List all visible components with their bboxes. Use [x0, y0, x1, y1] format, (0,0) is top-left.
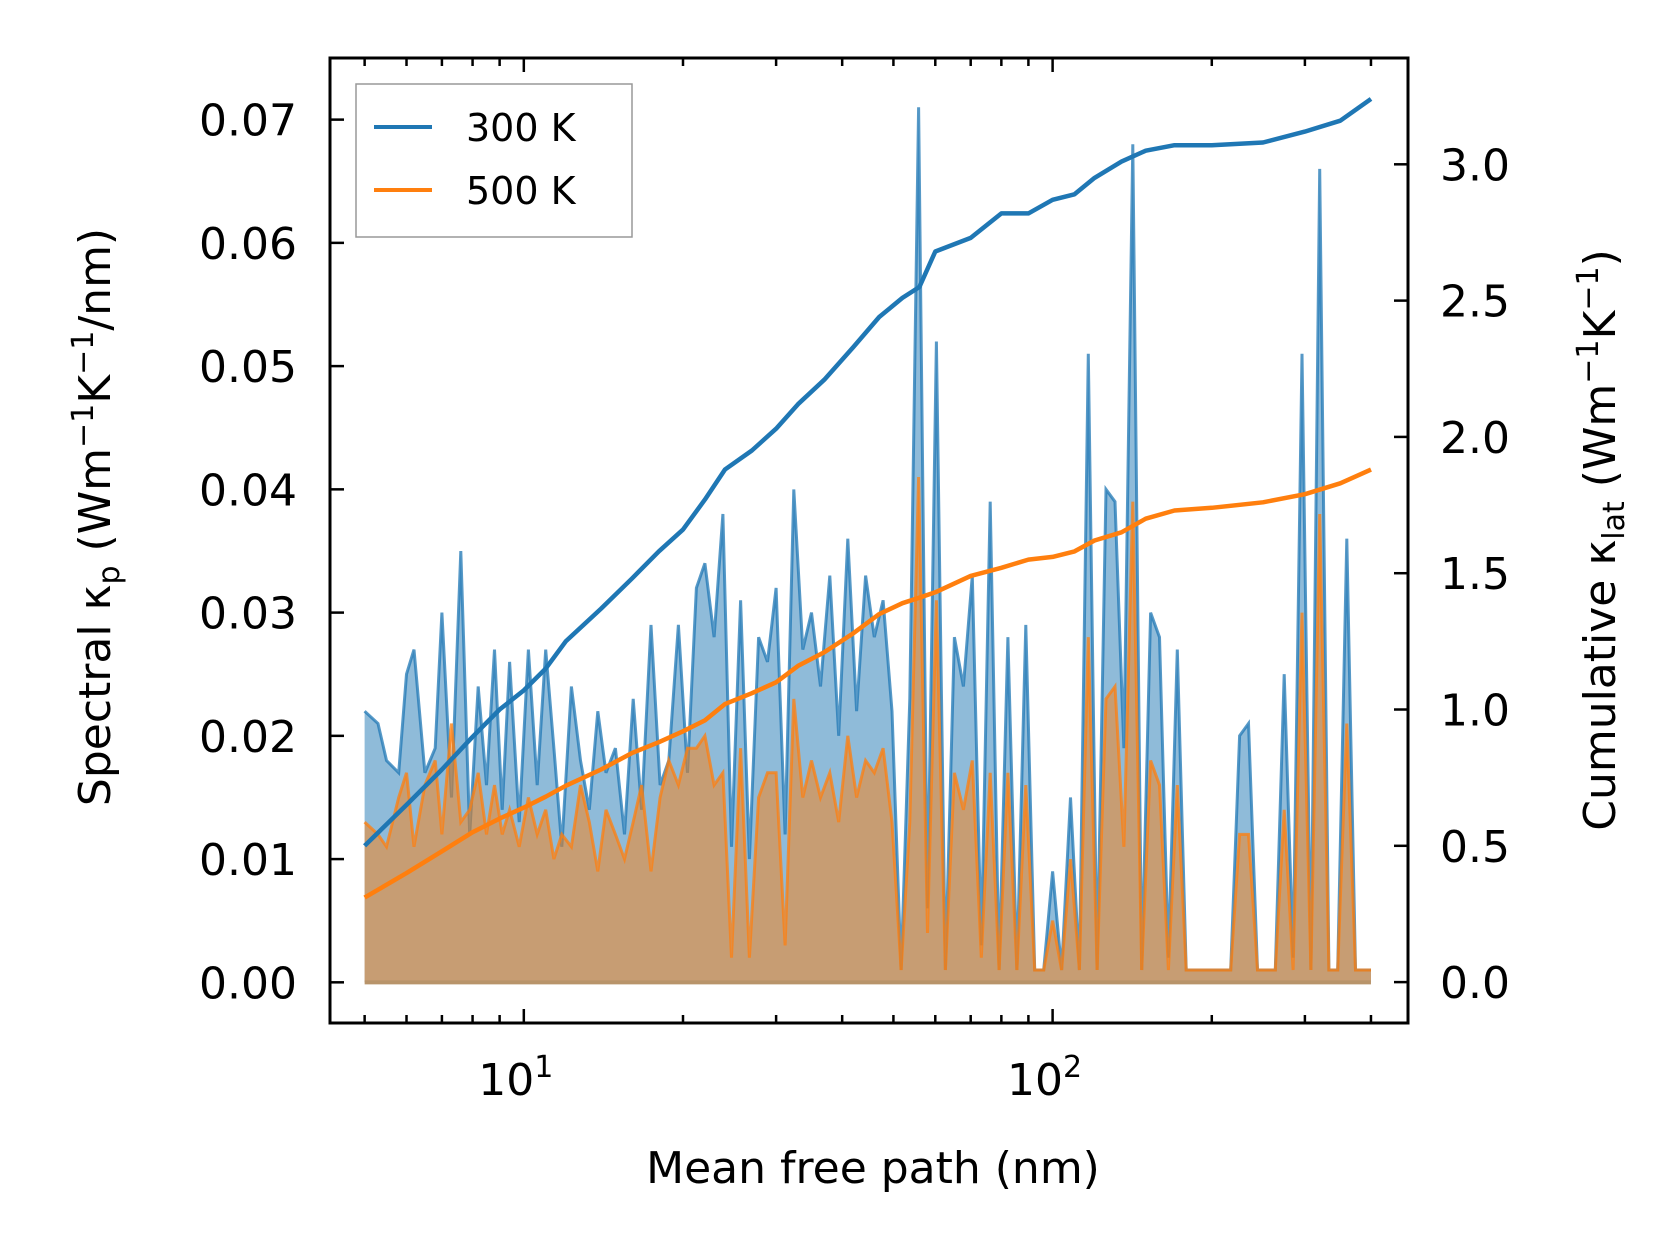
y-left-tick-label-5: 0.05	[199, 342, 297, 393]
y-left-tick-label-7: 0.07	[199, 96, 297, 147]
x-tick-label-0: 101	[478, 1050, 553, 1106]
legend-label-300K: 300 K	[466, 106, 577, 150]
cumulative-300K-line	[363, 97, 1373, 848]
x-axis-title-text: Mean free path (nm)	[646, 1143, 1100, 1194]
y-left-tick-label-4: 0.04	[199, 465, 297, 516]
y-left-tick-label-3: 0.03	[199, 589, 297, 640]
y-right-axis-title: Cumulative κlat (Wm−1K−1)	[1571, 249, 1632, 831]
legend-box	[355, 83, 633, 238]
y-left-tick-label-1: 0.01	[199, 835, 297, 886]
y-left-tick-label-0: 0.00	[199, 958, 297, 1009]
axes-frame	[328, 56, 1410, 1025]
y-left-axis-title-text: Spectral κp (Wm−1K−1/nm)	[66, 228, 127, 806]
cumulative-500K-line	[363, 467, 1372, 900]
x-tick-label-1: 102	[1007, 1050, 1082, 1106]
y-right-tick-label-5: 2.5	[1440, 277, 1510, 328]
y-right-tick-label-6: 3.0	[1440, 140, 1510, 191]
y-left-tick-label-2: 0.02	[199, 712, 297, 763]
y-right-tick-label-3: 1.5	[1440, 549, 1510, 600]
legend: 300 K 500 K	[355, 83, 633, 238]
legend-label-500K: 500 K	[466, 169, 577, 213]
ticks: 101 102 0.00 0.01 0.02 0.03 0.04 0.05 0.06 0.07 0.…	[199, 58, 1510, 1106]
spectral-500K-line	[363, 476, 1371, 972]
y-right-axis-title-text: Cumulative κlat (Wm−1K−1)	[1571, 249, 1632, 831]
plot-area	[363, 97, 1373, 985]
spectral-500K-fill	[364, 477, 1372, 983]
y-left-tick-label-6: 0.06	[199, 219, 297, 270]
y-right-tick-label-2: 1.0	[1440, 686, 1510, 737]
y-left-axis-title: Spectral κp (Wm−1K−1/nm)	[66, 228, 127, 806]
x-axis-title: Mean free path (nm)	[646, 1143, 1100, 1194]
y-right-tick-label-1: 0.5	[1440, 822, 1510, 873]
axes-border	[328, 56, 1410, 1025]
y-right-tick-label-4: 2.0	[1440, 413, 1510, 464]
y-right-tick-label-0: 0.0	[1440, 958, 1510, 1009]
